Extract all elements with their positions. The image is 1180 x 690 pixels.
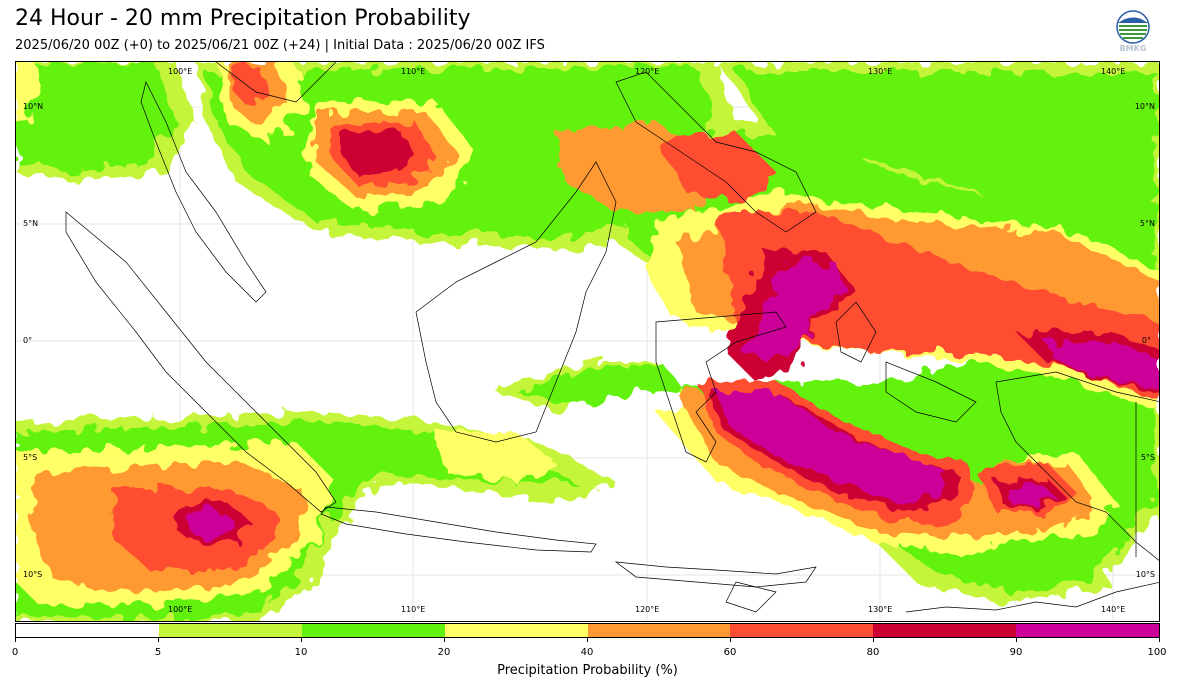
lon-label-bottom: 130°E xyxy=(868,605,893,614)
lat-label-right: 0° xyxy=(1141,336,1151,345)
lon-label-top: 100°E xyxy=(168,67,193,76)
map-subtitle: 2025/06/20 00Z (+0) to 2025/06/21 00Z (+… xyxy=(15,38,545,53)
colorbar-tickmark xyxy=(730,638,731,642)
lon-label-bottom: 110°E xyxy=(401,605,426,614)
colorbar-segment xyxy=(158,624,302,637)
colorbar-tickmark xyxy=(873,638,874,642)
colorbar-tickmark xyxy=(444,638,445,642)
colorbar-tickmark xyxy=(1159,638,1160,642)
colorbar xyxy=(15,623,1160,638)
colorbar-tickmark xyxy=(301,638,302,642)
bmkg-logo-icon: BMKG xyxy=(1113,10,1153,56)
probability-field xyxy=(16,62,1159,621)
lat-label-left: 0° xyxy=(23,336,33,345)
colorbar-tickmark xyxy=(1016,638,1017,642)
colorbar-tick-label: 40 xyxy=(580,647,594,658)
lon-label-top: 110°E xyxy=(401,67,426,76)
colorbar-segment xyxy=(444,624,588,637)
lat-label-left: 10°N xyxy=(23,102,44,111)
colorbar-segment xyxy=(873,624,1017,637)
lon-label-top: 130°E xyxy=(868,67,893,76)
colorbar-tick-label: 60 xyxy=(723,647,737,658)
colorbar-segment xyxy=(16,624,159,637)
coastlines xyxy=(65,62,1159,613)
colorbar-tickmark xyxy=(158,638,159,642)
lat-label-right: 10°S xyxy=(1135,570,1155,579)
lon-label-bottom: 120°E xyxy=(635,605,660,614)
colorbar-tick-label: 5 xyxy=(154,647,162,658)
lat-label-right: 10°N xyxy=(1134,102,1155,111)
lat-label-right: 5°N xyxy=(1139,219,1155,228)
lat-label-left: 5°N xyxy=(23,219,39,228)
colorbar-tick-label: 80 xyxy=(866,647,880,658)
lat-label-right: 5°S xyxy=(1140,453,1155,462)
map-title: 24 Hour - 20 mm Precipitation Probabilit… xyxy=(15,6,471,31)
map-canvas xyxy=(16,62,1159,621)
lon-label-bottom: 100°E xyxy=(168,605,193,614)
colorbar-segment xyxy=(301,624,445,637)
colorbar-tickmark xyxy=(587,638,588,642)
logo-text: BMKG xyxy=(1119,44,1147,53)
colorbar-tick-label: 90 xyxy=(1009,647,1023,658)
precipitation-map: 100°E 110°E 120°E 130°E 140°E 100°E 110°… xyxy=(15,61,1160,622)
colorbar-label: Precipitation Probability (%) xyxy=(497,663,678,678)
colorbar-segment xyxy=(730,624,874,637)
lon-label-top: 140°E xyxy=(1101,67,1126,76)
colorbar-segment xyxy=(1016,624,1159,637)
lat-label-left: 10°S xyxy=(23,570,43,579)
lon-label-top: 120°E xyxy=(635,67,660,76)
colorbar-tickmark xyxy=(15,638,16,642)
lon-label-bottom: 140°E xyxy=(1101,605,1126,614)
lat-label-left: 5°S xyxy=(23,453,38,462)
colorbar-tick-label: 0 xyxy=(11,647,19,658)
colorbar-segment xyxy=(587,624,731,637)
colorbar-tick-label: 20 xyxy=(437,647,451,658)
colorbar-tick-label: 100 xyxy=(1147,647,1167,658)
colorbar-tick-label: 10 xyxy=(294,647,308,658)
